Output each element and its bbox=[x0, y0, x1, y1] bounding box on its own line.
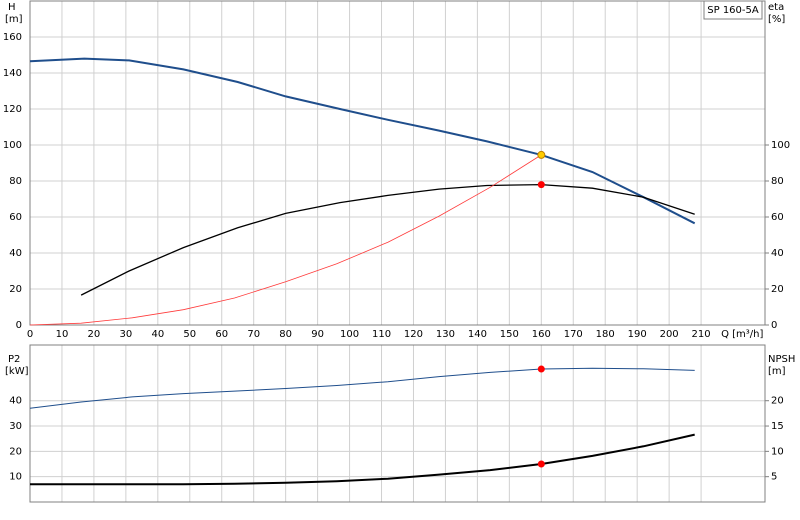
y2-axis-unit: [m] bbox=[768, 366, 786, 377]
y-tick-label: 0 bbox=[16, 320, 22, 331]
y2-axis-unit: [%] bbox=[768, 14, 785, 25]
x-tick-label: 80 bbox=[279, 329, 292, 340]
y2-tick-label: 5 bbox=[771, 472, 777, 483]
y2-tick-label: 0 bbox=[771, 320, 777, 331]
y2-axis-label: NPSH bbox=[768, 354, 795, 365]
x-tick-label: 150 bbox=[500, 329, 519, 340]
y-axis-label: P2 bbox=[8, 354, 20, 365]
y-tick-label: 160 bbox=[3, 32, 22, 43]
operating-point bbox=[537, 150, 546, 159]
x-tick-label: 40 bbox=[151, 329, 164, 340]
y-axis-unit: [kW] bbox=[5, 366, 29, 377]
x-tick-label: 10 bbox=[56, 329, 69, 340]
x-tick-label: 160 bbox=[532, 329, 551, 340]
y-tick-label: 20 bbox=[9, 446, 22, 457]
y-tick-label: 20 bbox=[9, 284, 22, 295]
y2-tick-label: 10 bbox=[771, 446, 784, 457]
y-tick-label: 60 bbox=[9, 212, 22, 223]
y2-tick-label: 15 bbox=[771, 421, 784, 432]
x-tick-label: 120 bbox=[404, 329, 423, 340]
chart-title: SP 160-5A bbox=[707, 5, 759, 16]
x-tick-label: 0 bbox=[27, 329, 33, 340]
curve bbox=[29, 57, 696, 225]
x-tick-label: 200 bbox=[660, 329, 679, 340]
x-tick-label: 190 bbox=[628, 329, 647, 340]
plot-frame bbox=[29, 0, 766, 326]
x-tick-label: 60 bbox=[215, 329, 228, 340]
y-tick-label: 40 bbox=[9, 248, 22, 259]
y-axis-label: H bbox=[8, 2, 16, 13]
operating-point bbox=[537, 181, 545, 189]
plot-frame bbox=[29, 344, 766, 503]
x-tick-label: 100 bbox=[340, 329, 359, 340]
y2-axis-label: eta bbox=[768, 2, 784, 13]
y-tick-label: 10 bbox=[9, 472, 22, 483]
x-tick-label: 140 bbox=[468, 329, 487, 340]
operating-point bbox=[537, 365, 545, 373]
y-tick-label: 80 bbox=[9, 176, 22, 187]
y2-tick-label: 40 bbox=[771, 248, 784, 259]
x-tick-label: 170 bbox=[564, 329, 583, 340]
curve bbox=[29, 154, 542, 326]
x-tick-label: 180 bbox=[596, 329, 615, 340]
x-tick-label: 110 bbox=[372, 329, 391, 340]
curve bbox=[80, 183, 695, 296]
y-tick-label: 100 bbox=[3, 140, 22, 151]
x-tick-label: 50 bbox=[183, 329, 196, 340]
x-axis-label: Q [m³/h] bbox=[721, 329, 763, 340]
x-tick-label: 130 bbox=[436, 329, 455, 340]
curve bbox=[29, 367, 695, 409]
y2-tick-label: 20 bbox=[771, 396, 784, 407]
x-tick-label: 30 bbox=[120, 329, 133, 340]
x-tick-label: 90 bbox=[311, 329, 324, 340]
title-box bbox=[703, 0, 763, 20]
y2-tick-label: 100 bbox=[771, 140, 790, 151]
y-tick-label: 40 bbox=[9, 396, 22, 407]
operating-point bbox=[537, 460, 545, 468]
x-tick-label: 70 bbox=[247, 329, 260, 340]
y-tick-label: 120 bbox=[3, 104, 22, 115]
y-tick-label: 30 bbox=[9, 421, 22, 432]
x-tick-label: 20 bbox=[88, 329, 101, 340]
y2-tick-label: 80 bbox=[771, 176, 784, 187]
y2-tick-label: 20 bbox=[771, 284, 784, 295]
curve bbox=[30, 433, 695, 486]
y-axis-unit: [m] bbox=[5, 14, 23, 25]
x-tick-label: 210 bbox=[692, 329, 711, 340]
y-tick-label: 140 bbox=[3, 68, 22, 79]
y2-tick-label: 60 bbox=[771, 212, 784, 223]
